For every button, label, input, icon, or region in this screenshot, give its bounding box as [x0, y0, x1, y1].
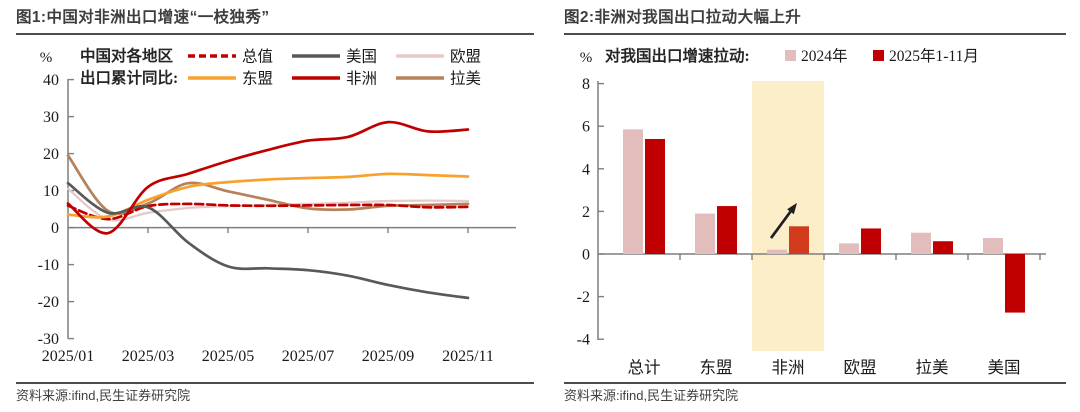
- x-tick-label: 2025/07: [282, 348, 334, 365]
- legend-label-asean: 东盟: [242, 70, 273, 88]
- x-category-label: 总计: [628, 358, 661, 377]
- figure2-source-text: 资料来源:ifind,民生证券研究院: [564, 388, 739, 403]
- y-tick-label: 20: [43, 146, 59, 163]
- bar-y2024-2: [767, 249, 787, 254]
- legend-prefix-2: 出口累计同比:: [80, 68, 178, 87]
- figure1-source-text: 资料来源:ifind,民生证券研究院: [16, 388, 191, 403]
- figure2-title: 图2:非洲对我国出口拉动大幅上升: [564, 6, 1066, 35]
- legend-label-latam: 拉美: [450, 70, 481, 88]
- bar-y2024-1: [695, 213, 715, 254]
- x-category-label: 欧盟: [844, 358, 877, 377]
- bar-y2024-4: [911, 232, 931, 254]
- legend-swatch-y2024: [785, 50, 796, 61]
- legend-label-eu: 欧盟: [450, 48, 481, 66]
- line-africa: [66, 120, 470, 235]
- line-us: [66, 181, 470, 300]
- x-category-label: 非洲: [772, 358, 805, 377]
- y-unit-label: %: [40, 50, 53, 66]
- x-category-label: 东盟: [700, 358, 733, 377]
- y-tick-label: 4: [582, 161, 590, 178]
- figure1: 图1:中国对非洲出口增速“一枝独秀” 40 30 20 10 0 -10 -20 -30% 20…: [16, 6, 534, 404]
- legend-swatch-y2025: [873, 50, 884, 61]
- legend-label-y2025: 2025年1-11月: [889, 47, 979, 65]
- y-tick-label: 40: [43, 72, 59, 89]
- x-tick-label: 2025/01: [42, 348, 94, 365]
- x-tick-label: 2025/11: [442, 348, 494, 365]
- bar-y2025-3: [861, 228, 881, 254]
- bar-y2024-0: [623, 129, 643, 254]
- legend-label-africa: 非洲: [346, 70, 377, 88]
- bar-y2024-5: [983, 238, 1003, 254]
- bar-y2025-5: [1005, 254, 1025, 313]
- y-tick-label: 8: [582, 76, 590, 93]
- figure1-source-row: 资料来源:ifind,民生证券研究院: [16, 382, 534, 404]
- y-tick-label: -2: [577, 289, 590, 306]
- y-tick-label: -4: [577, 332, 590, 349]
- annotation-arrow-shaft: [769, 210, 792, 239]
- y-tick-label: -10: [38, 257, 59, 274]
- x-category-label: 美国: [988, 358, 1021, 377]
- y-tick-label: 0: [582, 247, 590, 264]
- figure2-bar-chart: 8 6 4 2 0 -2 -4% 总计 东盟 非洲 欧盟 拉美 美国 对我国出口增速拉动: 2024年 202…: [577, 46, 1046, 377]
- line-asean: [66, 172, 470, 219]
- y-tick-label: 6: [582, 119, 590, 136]
- figure2: 图2:非洲对我国出口拉动大幅上升 8 6 4 2 0 -2 -4% 总计 东盟 非洲 欧盟 拉美 美国 对…: [540, 0, 1080, 412]
- bar-y2025-4: [933, 241, 953, 254]
- figure1-line-chart: 40 30 20 10 0 -10 -20 -30% 2025/01 2025/03 2025/05…: [38, 46, 516, 365]
- line-total: [66, 202, 470, 221]
- x-tick-label: 2025/03: [122, 348, 174, 365]
- y-tick-label: -20: [38, 294, 59, 311]
- y-tick-label: 30: [43, 109, 59, 126]
- y-tick-label: 0: [51, 220, 59, 237]
- bar-y2025-2: [789, 226, 809, 254]
- bar-y2025-1: [717, 206, 737, 254]
- figure2-source-row: 资料来源:ifind,民生证券研究院: [564, 382, 1066, 404]
- annotation-arrow-head: [787, 202, 797, 215]
- legend-prefix-1: 中国对各地区: [80, 46, 174, 65]
- legend-label-us: 美国: [346, 48, 377, 66]
- legend-label-total: 总值: [242, 48, 273, 66]
- x-tick-label: 2025/09: [362, 348, 414, 365]
- y-tick-label: 10: [43, 183, 59, 200]
- legend-label-y2024: 2024年: [801, 47, 848, 65]
- figure1-title: 图1:中国对非洲出口增速“一枝独秀”: [16, 6, 534, 35]
- y-tick-label: -30: [38, 331, 59, 348]
- bar-y2024-3: [839, 243, 859, 254]
- y-unit-label: %: [580, 50, 593, 66]
- x-category-label: 拉美: [916, 358, 949, 377]
- x-tick-label: 2025/05: [202, 348, 254, 365]
- legend-prefix: 对我国出口增速拉动:: [605, 46, 750, 65]
- y-tick-label: 2: [582, 204, 590, 221]
- bar-y2025-0: [645, 138, 665, 254]
